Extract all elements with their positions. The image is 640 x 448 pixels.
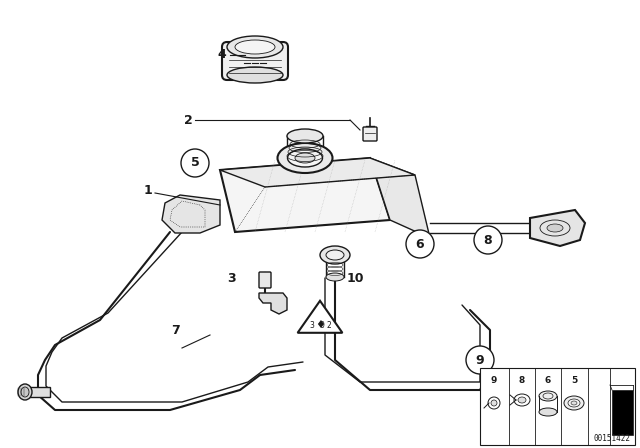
Text: 2: 2: [326, 320, 332, 329]
Ellipse shape: [235, 40, 275, 54]
Polygon shape: [530, 210, 585, 246]
Ellipse shape: [21, 387, 29, 397]
Text: 00151422: 00151422: [593, 434, 630, 443]
Ellipse shape: [547, 224, 563, 232]
FancyBboxPatch shape: [222, 42, 288, 80]
Ellipse shape: [227, 67, 283, 83]
Text: 5: 5: [191, 156, 200, 169]
Text: 7: 7: [171, 323, 179, 336]
Polygon shape: [220, 158, 390, 232]
Circle shape: [474, 226, 502, 254]
Text: 8: 8: [519, 376, 525, 385]
Text: 6: 6: [416, 237, 424, 250]
Ellipse shape: [326, 250, 344, 260]
Polygon shape: [298, 301, 342, 333]
Text: ♦: ♦: [315, 320, 325, 330]
Text: 5: 5: [571, 376, 577, 385]
Polygon shape: [612, 390, 633, 435]
Circle shape: [466, 346, 494, 374]
Ellipse shape: [320, 246, 350, 264]
FancyBboxPatch shape: [363, 127, 377, 141]
Text: 9: 9: [476, 353, 484, 366]
Text: 8: 8: [484, 233, 492, 246]
Ellipse shape: [568, 399, 580, 407]
Text: 10: 10: [346, 271, 364, 284]
Text: 3: 3: [310, 320, 314, 329]
Polygon shape: [25, 387, 50, 397]
Ellipse shape: [564, 396, 584, 410]
Text: 4: 4: [218, 48, 227, 61]
Text: 9: 9: [491, 376, 497, 385]
Bar: [480, 368, 635, 445]
Ellipse shape: [18, 384, 32, 400]
Ellipse shape: [278, 143, 333, 173]
Ellipse shape: [287, 149, 323, 167]
Text: 2: 2: [184, 113, 193, 126]
Text: 0: 0: [319, 320, 324, 329]
Ellipse shape: [287, 129, 323, 143]
Ellipse shape: [227, 36, 283, 58]
Circle shape: [491, 400, 497, 406]
Circle shape: [181, 149, 209, 177]
Circle shape: [406, 230, 434, 258]
Ellipse shape: [295, 153, 315, 163]
Ellipse shape: [571, 401, 577, 405]
Polygon shape: [162, 195, 220, 233]
Ellipse shape: [539, 391, 557, 401]
Text: 6: 6: [545, 376, 551, 385]
Text: 1: 1: [143, 184, 152, 197]
Ellipse shape: [539, 408, 557, 416]
Polygon shape: [370, 158, 430, 238]
Polygon shape: [259, 293, 287, 314]
FancyBboxPatch shape: [259, 272, 271, 288]
Polygon shape: [220, 158, 415, 187]
Ellipse shape: [518, 397, 526, 403]
Ellipse shape: [326, 273, 344, 281]
Text: 3: 3: [228, 271, 236, 284]
